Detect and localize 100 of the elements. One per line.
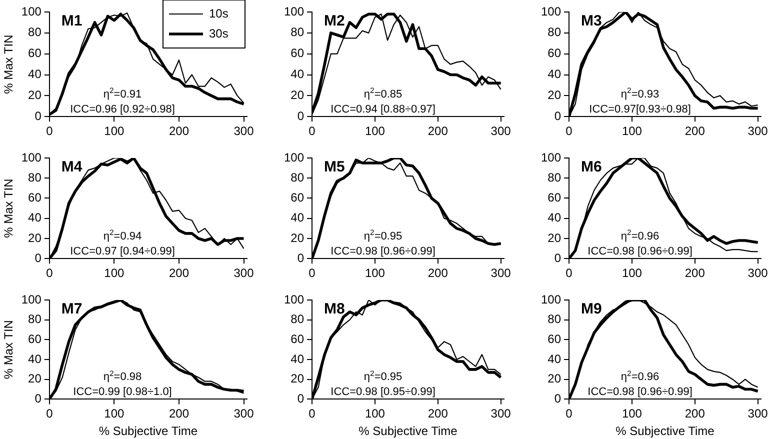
y-tick-label: 20: [290, 372, 304, 386]
y-tick-label: 0: [34, 108, 42, 123]
chart-title: M2: [324, 12, 345, 30]
x-tick-label: 0: [308, 266, 316, 280]
x-tick-label: 100: [622, 124, 642, 138]
x-tick-label: 100: [364, 266, 386, 280]
x-tick-label: 100: [622, 266, 642, 280]
x-tick-label: 100: [622, 406, 642, 421]
x-tick-label: 300: [490, 124, 512, 138]
y-tick-label: 60: [290, 46, 304, 60]
y-tick-label: 20: [28, 88, 42, 102]
x-tick-label: 300: [234, 266, 254, 280]
y-tick-label: 60: [290, 190, 304, 205]
x-tick-label: 0: [308, 124, 316, 138]
y-tick-label: 60: [290, 332, 304, 346]
x-axis-title: % Subjective Time: [98, 424, 198, 438]
y-tick-label: 100: [21, 292, 42, 306]
y-tick-label: 40: [548, 67, 562, 82]
annotation: ICC=0.98 [0.96÷0.99]: [330, 246, 436, 258]
y-tick-label: 20: [290, 88, 304, 102]
x-tick-label: 200: [428, 406, 448, 421]
y-axis-title: % Max TIN: [2, 178, 16, 238]
x-tick-label: 300: [490, 406, 512, 421]
x-tick-label: 300: [490, 266, 512, 280]
y-axis-title: % Max TIN: [2, 320, 16, 380]
x-tick-label: 300: [748, 266, 768, 280]
y-tick-label: 100: [284, 292, 304, 306]
y-tick-label: 20: [548, 88, 562, 102]
y-tick-label: 40: [28, 352, 42, 366]
annotation: ICC=0.98 [0.96÷0.99]: [588, 246, 692, 258]
x-tick-label: 0: [566, 124, 573, 138]
y-tick-label: 20: [548, 230, 562, 245]
y-tick-label: 20: [290, 230, 304, 245]
y-tick-label: 100: [540, 150, 562, 164]
y-tick-label: 60: [548, 46, 562, 60]
x-axis-title: % Subjective Time: [616, 424, 715, 438]
x-tick-label: 200: [168, 124, 190, 138]
annotation: ICC=0.99 [0.98÷1.0]: [73, 386, 172, 398]
chart-title: M7: [61, 300, 82, 318]
y-tick-label: 80: [28, 312, 42, 326]
chart-title: M9: [581, 300, 602, 318]
y-tick-label: 80: [548, 170, 562, 184]
x-tick-label: 200: [684, 124, 706, 138]
y-tick-label: 100: [540, 4, 562, 18]
y-tick-label: 0: [34, 392, 42, 406]
y-tick-label: 0: [297, 392, 304, 406]
y-tick-label: 60: [28, 332, 42, 346]
y-tick-label: 40: [28, 210, 42, 225]
x-tick-label: 300: [748, 124, 768, 138]
y-tick-label: 40: [548, 210, 562, 225]
x-tick-label: 200: [684, 266, 706, 280]
x-tick-label: 0: [46, 406, 54, 421]
x-tick-label: 0: [308, 406, 316, 421]
x-tick-label: 100: [364, 124, 386, 138]
annotation: ICC=0.96 [0.92÷0.98]: [70, 104, 175, 116]
y-tick-label: 0: [34, 250, 42, 265]
y-tick-label: 100: [540, 292, 562, 306]
x-tick-label: 0: [46, 266, 54, 280]
y-tick-label: 80: [28, 25, 42, 40]
x-tick-label: 300: [748, 406, 768, 421]
y-tick-label: 0: [554, 392, 562, 406]
legend-label: 10s: [209, 6, 228, 20]
y-tick-label: 80: [548, 312, 562, 326]
y-tick-label: 40: [548, 352, 562, 366]
x-tick-label: 200: [428, 124, 448, 138]
y-tick-label: 40: [290, 352, 304, 366]
x-tick-label: 100: [104, 124, 125, 138]
x-tick-label: 200: [168, 406, 190, 421]
x-tick-label: 200: [684, 406, 706, 421]
chart-title: M8: [324, 300, 345, 318]
y-tick-label: 80: [548, 25, 562, 40]
chart-title: M6: [581, 158, 602, 176]
annotation: ICC=0.97 [0.94÷0.99]: [70, 246, 175, 258]
x-tick-label: 100: [104, 406, 125, 421]
chart-title: M1: [61, 12, 82, 30]
y-tick-label: 80: [28, 170, 42, 184]
x-tick-label: 0: [46, 124, 54, 138]
y-tick-label: 60: [28, 46, 42, 60]
x-axis-title: % Subjective Time: [358, 424, 458, 438]
y-tick-label: 20: [28, 372, 42, 386]
x-tick-label: 200: [428, 266, 448, 280]
y-tick-label: 100: [21, 4, 42, 18]
chart-title: M5: [324, 158, 345, 176]
y-tick-label: 80: [290, 25, 304, 40]
y-tick-label: 40: [28, 67, 42, 82]
y-tick-label: 60: [28, 190, 42, 205]
legend-label: 30s: [209, 26, 228, 40]
x-tick-label: 300: [234, 124, 254, 138]
x-tick-label: 100: [364, 406, 386, 421]
y-tick-label: 0: [297, 108, 304, 123]
y-tick-label: 0: [554, 108, 562, 123]
x-tick-label: 100: [104, 266, 125, 280]
x-tick-label: 0: [566, 406, 573, 421]
y-tick-label: 100: [284, 4, 304, 18]
y-tick-label: 20: [28, 230, 42, 245]
y-tick-label: 80: [290, 312, 304, 326]
y-tick-label: 100: [21, 150, 42, 164]
y-tick-label: 80: [290, 170, 304, 184]
y-tick-label: 40: [290, 210, 304, 225]
y-tick-label: 60: [548, 332, 562, 346]
